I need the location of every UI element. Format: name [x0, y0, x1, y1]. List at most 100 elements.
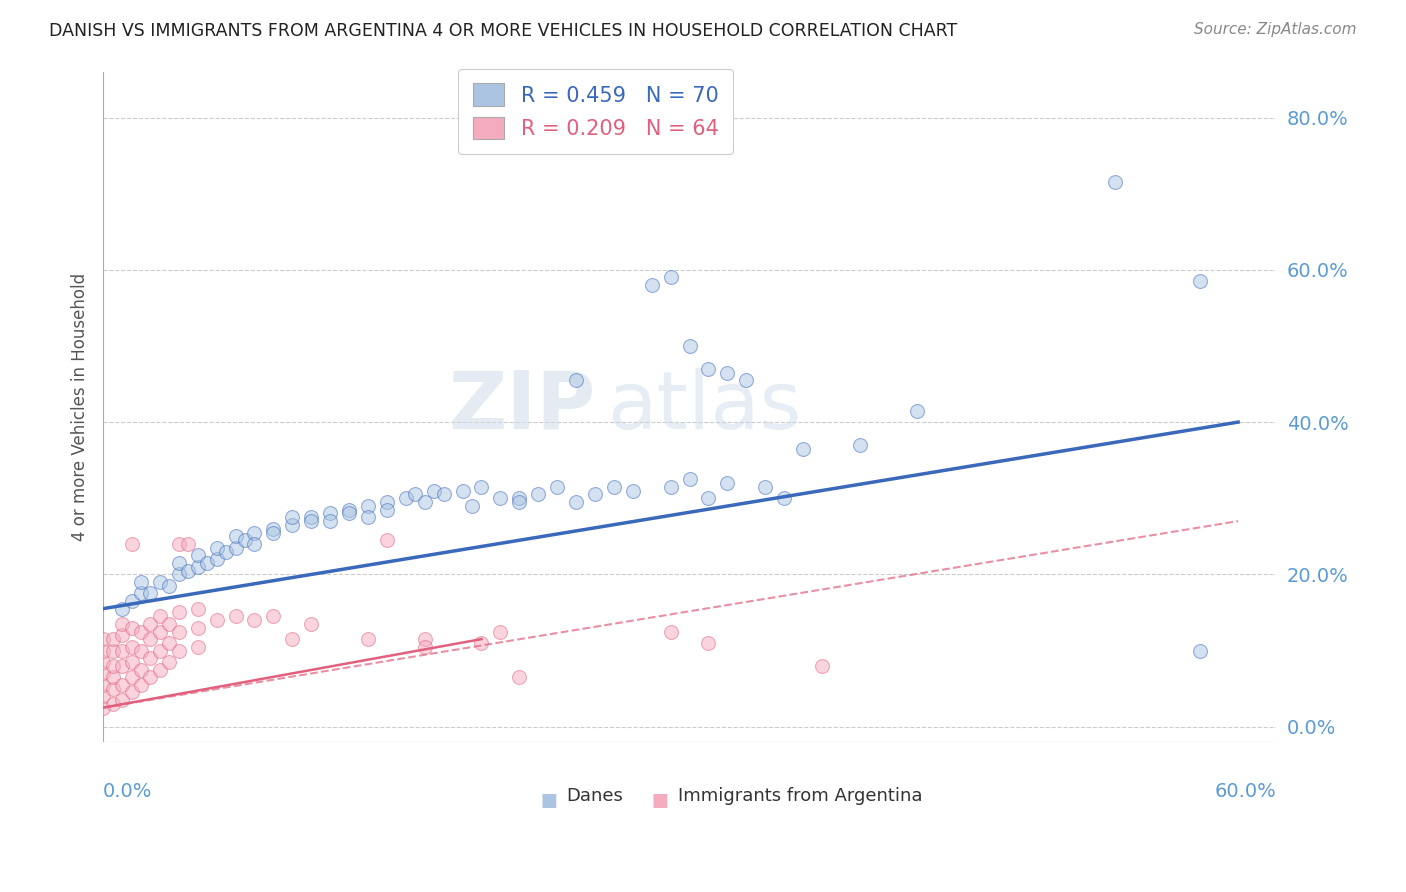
- Point: [337, 507, 360, 521]
- Point: [111, 678, 134, 692]
- Point: [101, 697, 124, 711]
- Point: [697, 361, 720, 376]
- Point: [139, 586, 162, 600]
- Text: DANISH VS IMMIGRANTS FROM ARGENTINA 4 OR MORE VEHICLES IN HOUSEHOLD CORRELATION : DANISH VS IMMIGRANTS FROM ARGENTINA 4 OR…: [49, 22, 957, 40]
- Point: [111, 693, 134, 707]
- Point: [773, 491, 796, 506]
- Point: [205, 552, 228, 566]
- Text: 60.0%: 60.0%: [1215, 782, 1277, 801]
- Point: [111, 658, 134, 673]
- Point: [121, 594, 143, 608]
- Point: [139, 632, 162, 647]
- Point: [129, 586, 152, 600]
- Point: [139, 616, 162, 631]
- Point: [111, 616, 134, 631]
- Point: [849, 438, 872, 452]
- Point: [187, 601, 209, 615]
- Point: [508, 491, 530, 506]
- Point: [423, 483, 446, 498]
- Point: [659, 624, 682, 639]
- Point: [233, 533, 256, 548]
- Point: [470, 636, 492, 650]
- Point: [489, 491, 512, 506]
- Point: [281, 510, 304, 524]
- Point: [754, 480, 776, 494]
- Point: [167, 556, 190, 570]
- Point: [811, 658, 834, 673]
- Point: [157, 655, 180, 669]
- Point: [1104, 175, 1126, 189]
- Point: [91, 655, 114, 669]
- Point: [139, 651, 162, 665]
- Text: ▪: ▪: [651, 786, 669, 814]
- Point: [177, 537, 200, 551]
- Point: [101, 643, 124, 657]
- Point: [262, 522, 284, 536]
- Point: [129, 574, 152, 589]
- Point: [149, 663, 172, 677]
- Point: [121, 685, 143, 699]
- Text: atlas: atlas: [607, 368, 801, 446]
- Point: [243, 525, 266, 540]
- Point: [101, 681, 124, 696]
- Point: [299, 514, 322, 528]
- Point: [91, 700, 114, 714]
- Point: [299, 616, 322, 631]
- Point: [413, 640, 436, 654]
- Point: [121, 670, 143, 684]
- Point: [603, 480, 626, 494]
- Text: ZIP: ZIP: [449, 368, 596, 446]
- Point: [225, 541, 247, 555]
- Point: [225, 609, 247, 624]
- Point: [413, 632, 436, 647]
- Point: [121, 655, 143, 669]
- Point: [583, 487, 606, 501]
- Point: [716, 366, 738, 380]
- Point: [121, 537, 143, 551]
- Point: [716, 476, 738, 491]
- Text: Immigrants from Argentina: Immigrants from Argentina: [678, 788, 922, 805]
- Point: [281, 517, 304, 532]
- Point: [735, 373, 758, 387]
- Point: [129, 624, 152, 639]
- Point: [299, 510, 322, 524]
- Point: [167, 643, 190, 657]
- Point: [187, 559, 209, 574]
- Point: [167, 537, 190, 551]
- Point: [187, 621, 209, 635]
- Point: [129, 678, 152, 692]
- Point: [357, 510, 380, 524]
- Point: [243, 613, 266, 627]
- Point: [121, 621, 143, 635]
- Point: [319, 514, 342, 528]
- Point: [225, 529, 247, 543]
- Point: [205, 613, 228, 627]
- Point: [101, 632, 124, 647]
- Point: [1189, 274, 1212, 288]
- Point: [357, 499, 380, 513]
- Point: [489, 624, 512, 639]
- Point: [262, 609, 284, 624]
- Point: [139, 670, 162, 684]
- Point: [357, 632, 380, 647]
- Point: [565, 373, 588, 387]
- Point: [157, 579, 180, 593]
- Point: [697, 636, 720, 650]
- Point: [697, 491, 720, 506]
- Point: [129, 663, 152, 677]
- Point: [546, 480, 568, 494]
- Point: [111, 601, 134, 615]
- Legend: R = 0.459   N = 70, R = 0.209   N = 64: R = 0.459 N = 70, R = 0.209 N = 64: [458, 69, 733, 153]
- Point: [215, 544, 238, 558]
- Point: [319, 507, 342, 521]
- Point: [149, 609, 172, 624]
- Point: [375, 533, 398, 548]
- Point: [659, 270, 682, 285]
- Point: [167, 606, 190, 620]
- Point: [508, 495, 530, 509]
- Point: [129, 643, 152, 657]
- Text: Danes: Danes: [567, 788, 623, 805]
- Point: [111, 628, 134, 642]
- Point: [91, 632, 114, 647]
- Point: [157, 616, 180, 631]
